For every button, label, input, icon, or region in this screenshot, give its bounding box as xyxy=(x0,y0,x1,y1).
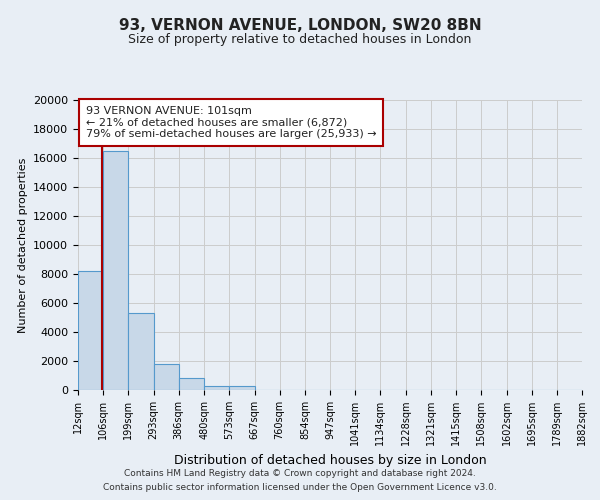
Bar xyxy=(204,386,229,390)
Bar xyxy=(154,364,179,390)
Y-axis label: Number of detached properties: Number of detached properties xyxy=(17,158,28,332)
Bar xyxy=(179,378,204,390)
Bar xyxy=(229,386,254,390)
Text: Contains HM Land Registry data © Crown copyright and database right 2024.: Contains HM Land Registry data © Crown c… xyxy=(124,468,476,477)
Text: Size of property relative to detached houses in London: Size of property relative to detached ho… xyxy=(128,32,472,46)
X-axis label: Distribution of detached houses by size in London: Distribution of detached houses by size … xyxy=(173,454,487,466)
Text: Contains public sector information licensed under the Open Government Licence v3: Contains public sector information licen… xyxy=(103,484,497,492)
Bar xyxy=(78,271,103,390)
Text: 93, VERNON AVENUE, LONDON, SW20 8BN: 93, VERNON AVENUE, LONDON, SW20 8BN xyxy=(119,18,481,32)
Bar xyxy=(128,313,154,390)
Text: 93 VERNON AVENUE: 101sqm
← 21% of detached houses are smaller (6,872)
79% of sem: 93 VERNON AVENUE: 101sqm ← 21% of detach… xyxy=(86,106,376,139)
Bar xyxy=(103,151,128,390)
